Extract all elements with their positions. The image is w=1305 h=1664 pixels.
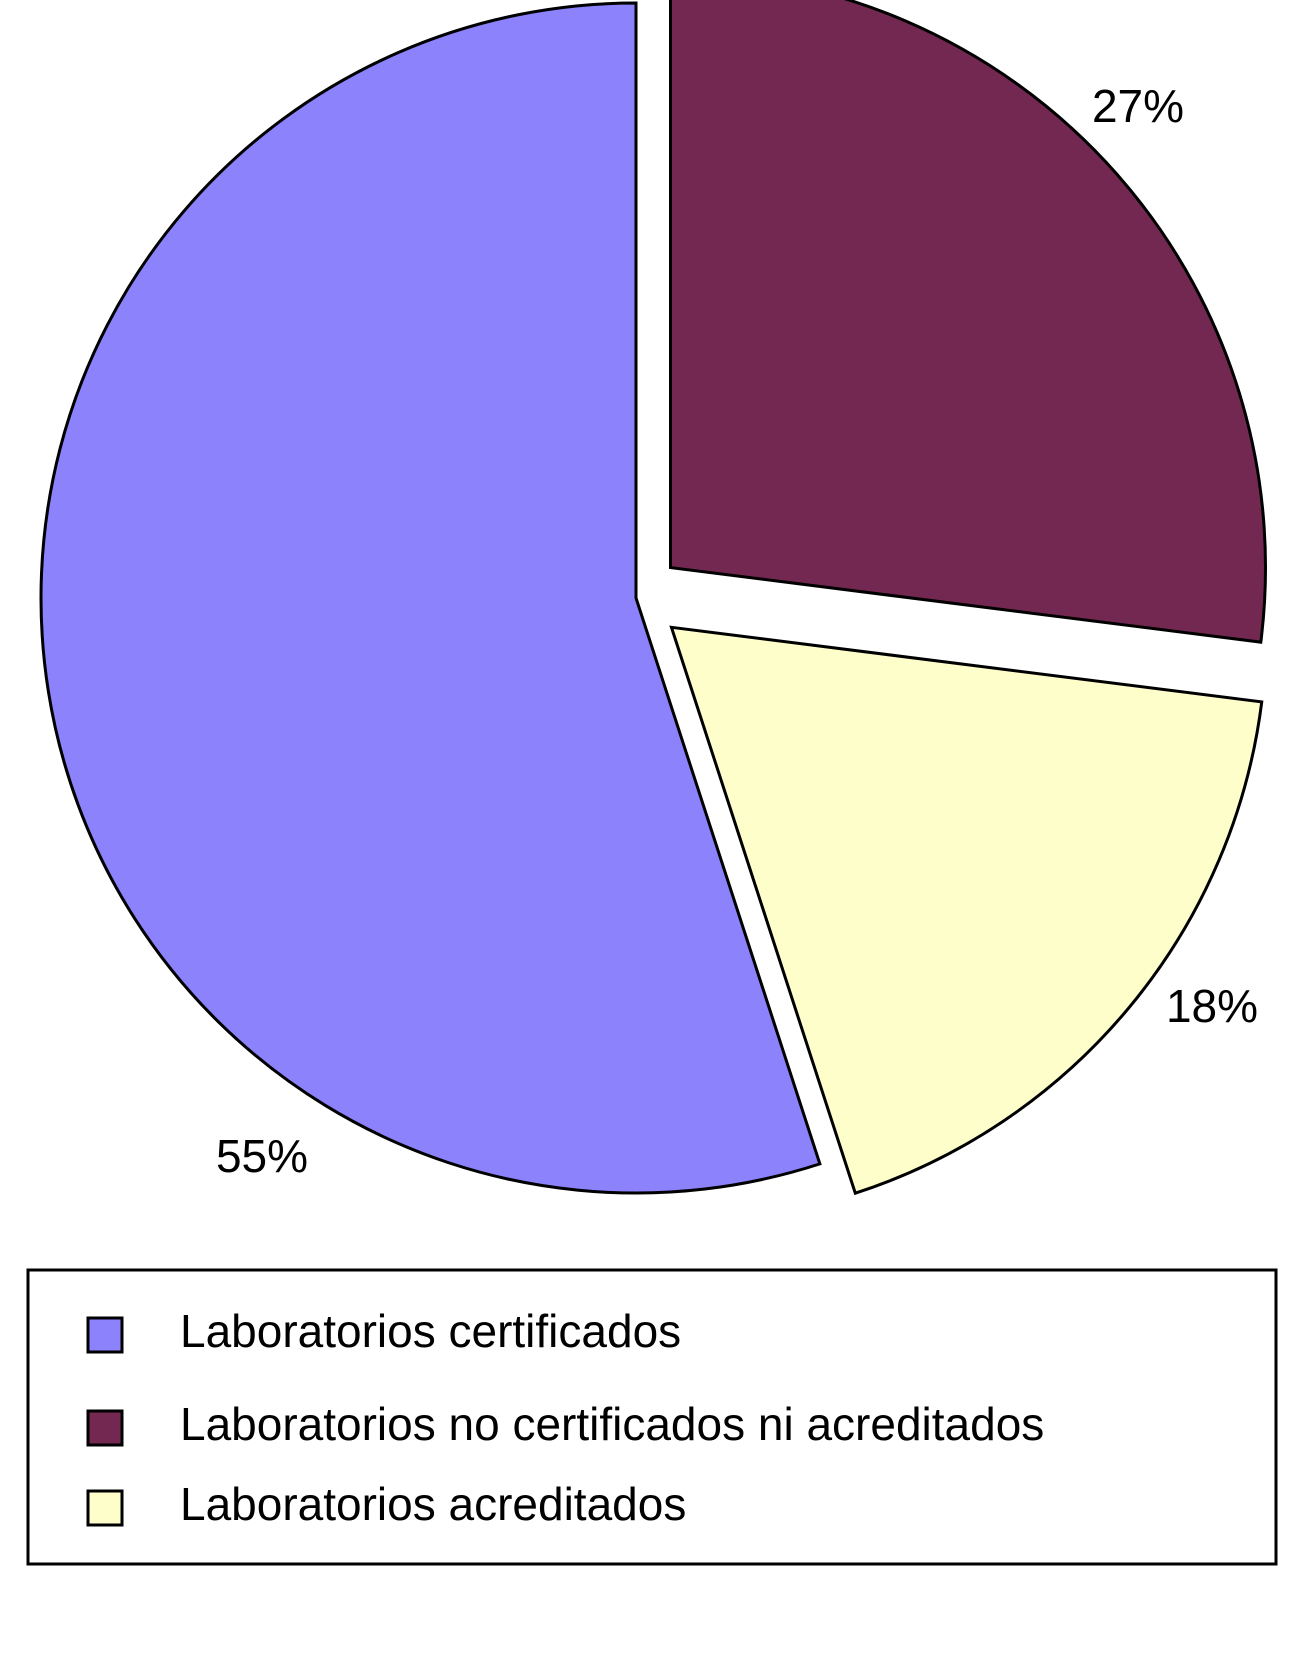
legend-label: Laboratorios no certificados ni acredita… bbox=[180, 1398, 1044, 1450]
legend-label: Laboratorios acreditados bbox=[180, 1478, 686, 1530]
legend-swatch bbox=[86, 1316, 124, 1354]
legend-label: Laboratorios certificados bbox=[180, 1305, 681, 1357]
pie-slice bbox=[669, 0, 1267, 644]
legend-swatch bbox=[86, 1489, 124, 1527]
legend-swatch bbox=[86, 1409, 124, 1447]
data-label: 27% bbox=[1092, 80, 1184, 132]
legend-box bbox=[26, 1268, 1278, 1566]
data-label: 18% bbox=[1166, 980, 1258, 1032]
pie-slice bbox=[39, 1, 822, 1195]
pie-slice bbox=[669, 625, 1264, 1196]
data-label: 55% bbox=[216, 1130, 308, 1182]
